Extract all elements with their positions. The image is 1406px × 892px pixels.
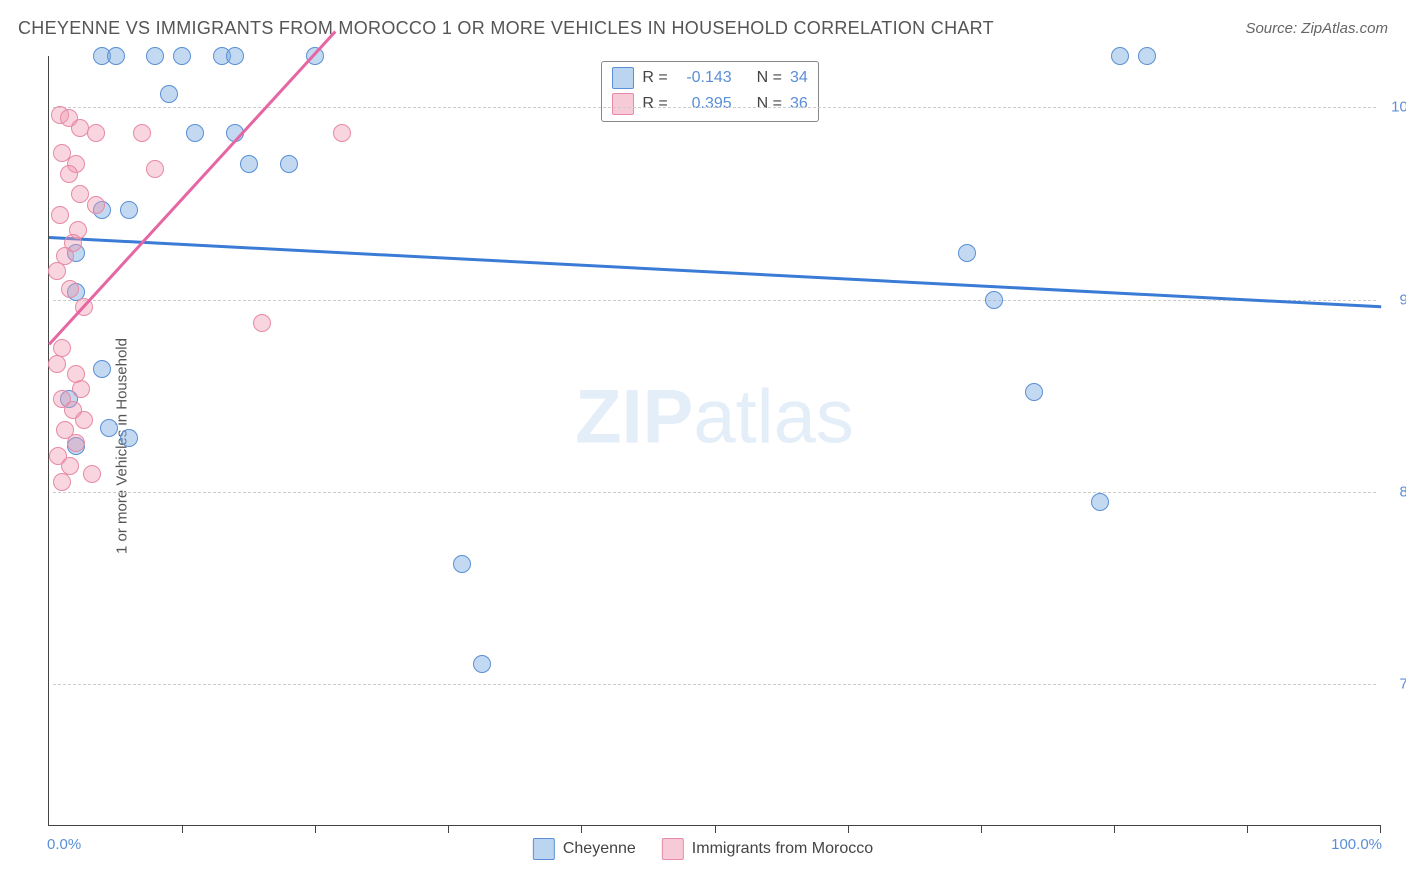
x-tick [715, 825, 716, 833]
x-tick [1380, 825, 1381, 833]
data-point [280, 155, 298, 173]
data-point [146, 47, 164, 65]
x-tick [848, 825, 849, 833]
watermark: ZIPatlas [575, 374, 854, 461]
data-point [60, 165, 78, 183]
scatter-chart: ZIPatlas R = -0.143 N = 34 R = 0.395 N =… [48, 56, 1380, 826]
data-point [226, 47, 244, 65]
data-point [160, 85, 178, 103]
x-tick [981, 825, 982, 833]
data-point [1111, 47, 1129, 65]
legend-item: Immigrants from Morocco [662, 838, 873, 860]
square-icon [662, 838, 684, 860]
data-point [453, 555, 471, 573]
data-point [120, 201, 138, 219]
data-point [93, 360, 111, 378]
data-point [71, 185, 89, 203]
data-point [146, 160, 164, 178]
x-tick [1247, 825, 1248, 833]
y-tick-label: 77.5% [1399, 676, 1406, 693]
r-value: -0.143 [676, 65, 732, 91]
n-value: 34 [790, 65, 808, 91]
data-point [87, 124, 105, 142]
data-point [958, 244, 976, 262]
n-value: 36 [790, 91, 808, 117]
data-point [51, 206, 69, 224]
watermark-rest: atlas [693, 375, 854, 460]
data-point [67, 434, 85, 452]
y-tick-label: 92.5% [1399, 291, 1406, 308]
x-tick [448, 825, 449, 833]
x-tick [315, 825, 316, 833]
data-point [1091, 493, 1109, 511]
data-point [186, 124, 204, 142]
gridline [53, 300, 1376, 301]
data-point [120, 429, 138, 447]
x-axis-min-label: 0.0% [47, 836, 81, 853]
data-point [240, 155, 258, 173]
data-point [1138, 47, 1156, 65]
gridline [53, 492, 1376, 493]
trend-line [49, 236, 1381, 308]
stats-legend-row: R = -0.143 N = 34 [612, 65, 807, 91]
n-label: N = [757, 65, 782, 91]
r-label: R = [642, 91, 667, 117]
square-icon [612, 93, 634, 115]
data-point [75, 411, 93, 429]
series-legend: Cheyenne Immigrants from Morocco [533, 838, 873, 860]
watermark-bold: ZIP [575, 375, 693, 460]
data-point [87, 196, 105, 214]
legend-label: Cheyenne [563, 840, 636, 858]
data-point [133, 124, 151, 142]
data-point [72, 380, 90, 398]
square-icon [533, 838, 555, 860]
trend-line [48, 31, 336, 346]
data-point [985, 291, 1003, 309]
data-point [253, 314, 271, 332]
r-value: 0.395 [676, 91, 732, 117]
gridline [53, 107, 1376, 108]
data-point [1025, 383, 1043, 401]
data-point [53, 473, 71, 491]
x-tick [182, 825, 183, 833]
square-icon [612, 67, 634, 89]
data-point [48, 355, 66, 373]
y-tick-label: 100.0% [1391, 99, 1406, 116]
chart-header: CHEYENNE VS IMMIGRANTS FROM MOROCCO 1 OR… [18, 18, 1388, 39]
data-point [83, 465, 101, 483]
x-axis-max-label: 100.0% [1331, 836, 1382, 853]
y-tick-label: 85.0% [1399, 483, 1406, 500]
legend-label: Immigrants from Morocco [692, 840, 873, 858]
data-point [333, 124, 351, 142]
x-tick [1114, 825, 1115, 833]
data-point [473, 655, 491, 673]
gridline [53, 684, 1376, 685]
stats-legend: R = -0.143 N = 34 R = 0.395 N = 36 [601, 61, 818, 122]
stats-legend-row: R = 0.395 N = 36 [612, 91, 807, 117]
n-label: N = [757, 91, 782, 117]
data-point [173, 47, 191, 65]
data-point [48, 262, 66, 280]
data-point [61, 280, 79, 298]
legend-item: Cheyenne [533, 838, 636, 860]
x-tick [581, 825, 582, 833]
data-point [107, 47, 125, 65]
chart-title: CHEYENNE VS IMMIGRANTS FROM MOROCCO 1 OR… [18, 18, 994, 39]
r-label: R = [642, 65, 667, 91]
source-attribution: Source: ZipAtlas.com [1245, 20, 1388, 37]
data-point [100, 419, 118, 437]
